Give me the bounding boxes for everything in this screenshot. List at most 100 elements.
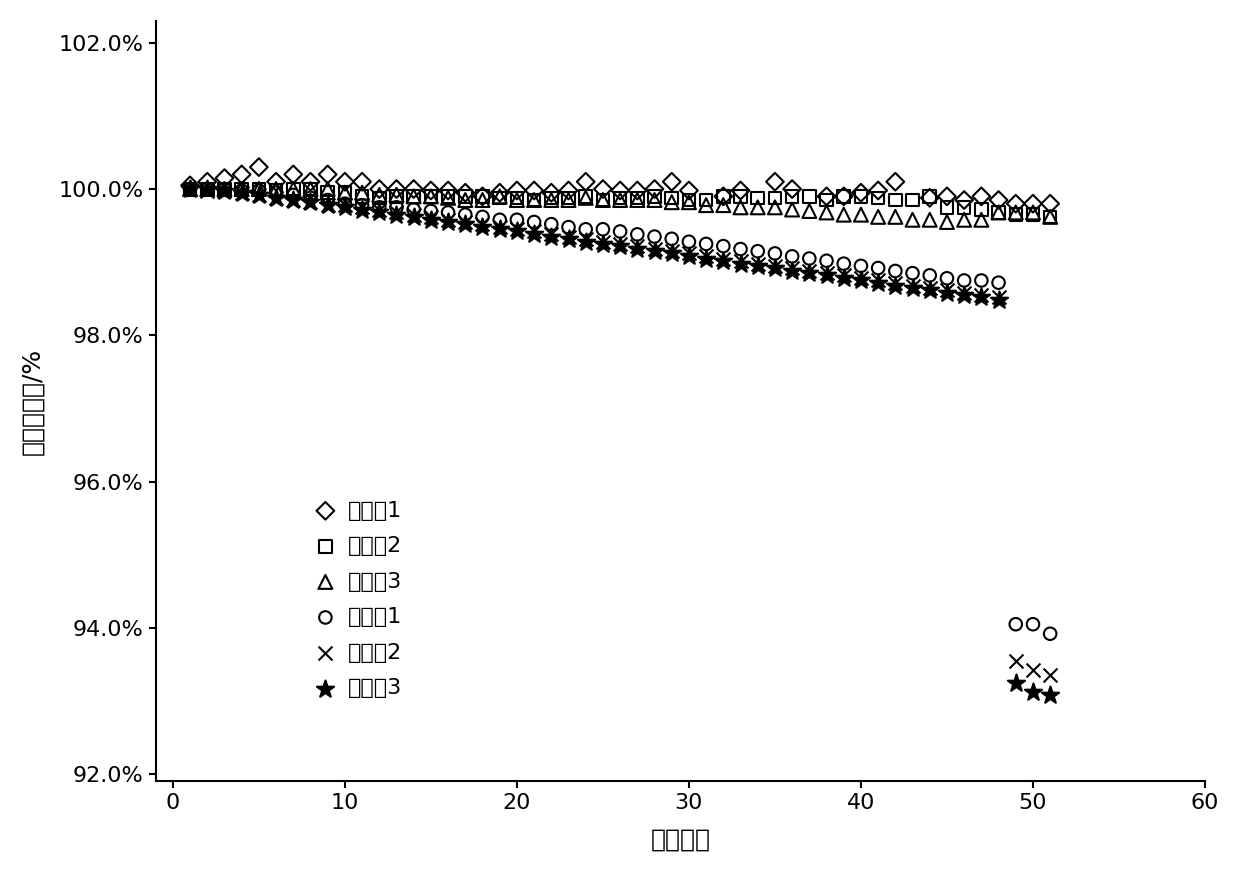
实施例3: [438, 191, 458, 205]
实施例1: [284, 167, 304, 181]
对比例2: [404, 208, 424, 221]
对比例3: [885, 279, 905, 293]
对比例3: [490, 222, 510, 236]
对比例2: [800, 264, 820, 278]
实施例1: [507, 183, 527, 197]
对比例3: [730, 256, 750, 270]
实施例2: [267, 183, 286, 197]
对比例2: [955, 286, 975, 300]
实施例2: [525, 193, 544, 207]
对比例3: [748, 259, 768, 273]
实施例2: [765, 191, 785, 205]
对比例1: [1023, 617, 1043, 631]
对比例2: [696, 249, 715, 263]
实施例3: [1040, 210, 1060, 224]
实施例3: [851, 208, 870, 221]
实施例2: [833, 189, 853, 203]
实施例3: [662, 195, 682, 209]
对比例2: [267, 191, 286, 205]
对比例2: [645, 242, 665, 256]
实施例3: [955, 213, 975, 227]
实施例3: [232, 182, 252, 196]
对比例3: [988, 293, 1008, 307]
实施例1: [267, 174, 286, 188]
对比例3: [1040, 688, 1060, 702]
对比例1: [1040, 627, 1060, 641]
实施例2: [1040, 210, 1060, 224]
实施例3: [490, 189, 510, 203]
实施例2: [197, 182, 217, 196]
实施例2: [885, 193, 905, 207]
实施例1: [817, 189, 837, 203]
实施例3: [404, 189, 424, 203]
对比例2: [851, 271, 870, 285]
实施例1: [1023, 197, 1043, 211]
对比例3: [387, 208, 407, 221]
实施例2: [370, 191, 389, 205]
对比例2: [438, 213, 458, 227]
实施例3: [920, 213, 940, 227]
实施例3: [197, 182, 217, 196]
对比例1: [507, 213, 527, 227]
对比例2: [920, 281, 940, 295]
对比例2: [885, 276, 905, 290]
实施例1: [645, 182, 665, 196]
对比例2: [284, 193, 304, 207]
对比例2: [507, 222, 527, 236]
实施例3: [1006, 206, 1025, 220]
实施例3: [800, 204, 820, 218]
实施例3: [370, 188, 389, 202]
对比例3: [335, 201, 355, 215]
对比例3: [215, 183, 234, 197]
对比例1: [713, 239, 733, 253]
实施例1: [782, 182, 802, 196]
对比例1: [627, 228, 647, 242]
对比例1: [782, 249, 802, 263]
对比例1: [680, 235, 699, 249]
对比例3: [317, 198, 337, 212]
实施例1: [490, 186, 510, 200]
实施例2: [645, 189, 665, 203]
对比例1: [542, 217, 562, 231]
实施例1: [955, 193, 975, 207]
实施例1: [593, 182, 613, 196]
实施例3: [284, 182, 304, 196]
对比例1: [420, 204, 440, 218]
对比例2: [730, 254, 750, 268]
对比例1: [730, 242, 750, 256]
实施例3: [542, 193, 562, 207]
对比例1: [765, 247, 785, 261]
实施例3: [575, 191, 595, 205]
实施例3: [455, 193, 475, 207]
对比例3: [352, 202, 372, 216]
对比例3: [765, 261, 785, 275]
对比例3: [525, 228, 544, 242]
对比例3: [267, 191, 286, 205]
实施例3: [335, 186, 355, 200]
实施例1: [713, 189, 733, 203]
对比例3: [404, 210, 424, 224]
对比例2: [903, 279, 923, 293]
实施例1: [525, 183, 544, 197]
Legend: 实施例1, 实施例2, 实施例3, 对比例1, 对比例2, 对比例3: 实施例1, 实施例2, 实施例3, 对比例1, 对比例2, 对比例3: [303, 489, 413, 710]
对比例3: [920, 283, 940, 297]
对比例3: [971, 290, 991, 304]
对比例2: [490, 220, 510, 234]
对比例2: [610, 237, 630, 251]
对比例2: [988, 290, 1008, 304]
实施例2: [903, 193, 923, 207]
对比例3: [284, 193, 304, 207]
实施例1: [575, 174, 595, 188]
对比例3: [472, 220, 492, 234]
实施例1: [438, 183, 458, 197]
实施例1: [215, 171, 234, 185]
实施例1: [885, 174, 905, 188]
对比例1: [404, 202, 424, 216]
实施例1: [920, 191, 940, 205]
对比例1: [387, 201, 407, 215]
对比例1: [955, 274, 975, 288]
对比例2: [593, 235, 613, 249]
对比例3: [903, 281, 923, 295]
实施例1: [833, 189, 853, 203]
对比例2: [680, 247, 699, 261]
